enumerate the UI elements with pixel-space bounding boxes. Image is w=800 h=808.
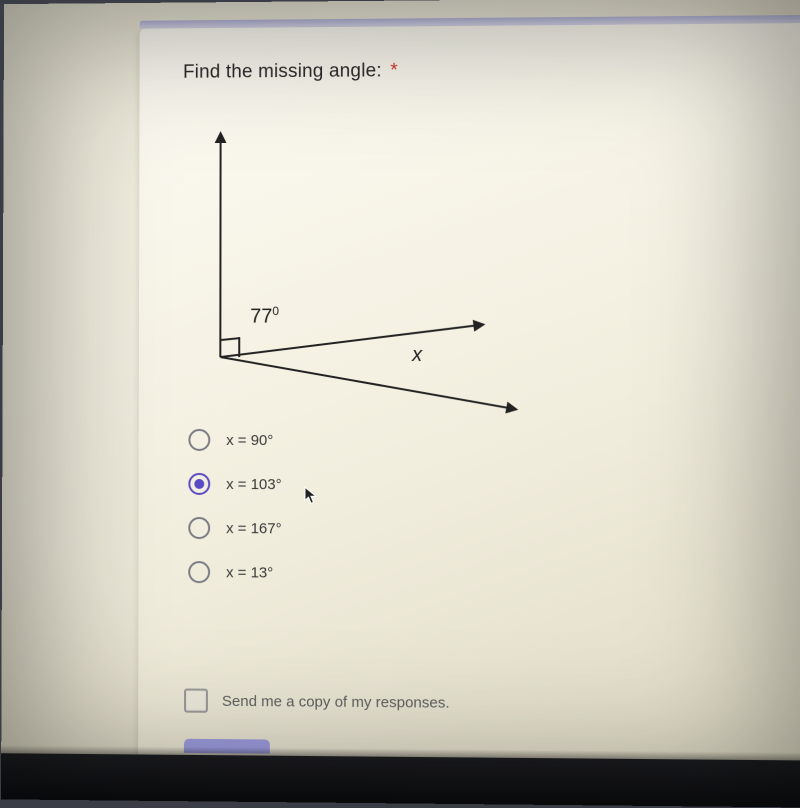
- required-asterisk: *: [390, 60, 398, 81]
- option-label: x = 90°: [226, 431, 273, 448]
- screen-surface: Find the missing angle: * 770 x x = 90° …: [1, 0, 800, 808]
- right-angle-mark: [220, 337, 240, 359]
- laptop-bezel: [1, 753, 800, 807]
- option-d[interactable]: x = 13°: [188, 561, 778, 586]
- given-angle-label: 770: [250, 304, 279, 329]
- option-a[interactable]: x = 90°: [188, 429, 777, 452]
- ray-lower: [220, 356, 516, 410]
- send-copy-row[interactable]: Send me a copy of my responses.: [184, 688, 450, 714]
- option-label: x = 13°: [226, 564, 273, 581]
- option-label: x = 167°: [226, 520, 282, 537]
- option-b[interactable]: x = 103°: [188, 473, 777, 497]
- radio-icon: [188, 517, 210, 539]
- option-c[interactable]: x = 167°: [188, 517, 777, 541]
- send-copy-label: Send me a copy of my responses.: [222, 692, 450, 711]
- checkbox-icon: [184, 688, 208, 712]
- angle-diagram: 770 x: [192, 127, 553, 403]
- radio-icon: [188, 429, 210, 451]
- unknown-angle-label: x: [412, 344, 422, 367]
- question-prompt: Find the missing angle: *: [183, 57, 775, 83]
- question-card: Find the missing angle: * 770 x x = 90° …: [138, 23, 800, 760]
- radio-icon: [188, 473, 210, 495]
- options-group: x = 90° x = 103° x = 167° x = 13°: [188, 429, 778, 586]
- option-label: x = 103°: [226, 476, 281, 493]
- question-text: Find the missing angle:: [183, 60, 382, 82]
- ray-vertical: [219, 133, 221, 357]
- radio-icon: [188, 561, 210, 583]
